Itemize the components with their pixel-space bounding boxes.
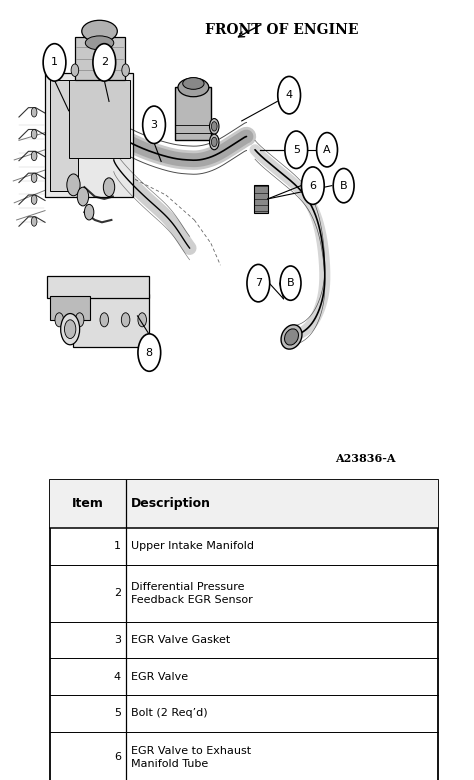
Ellipse shape — [85, 36, 114, 50]
Text: 2: 2 — [114, 588, 121, 598]
Text: A: A — [323, 145, 331, 154]
Circle shape — [100, 313, 109, 327]
Text: 4: 4 — [114, 672, 121, 682]
Text: 3: 3 — [151, 120, 157, 129]
Text: 1: 1 — [114, 541, 121, 551]
Text: 3: 3 — [114, 635, 121, 645]
FancyBboxPatch shape — [175, 87, 211, 140]
Circle shape — [71, 64, 79, 76]
Circle shape — [77, 187, 89, 206]
FancyBboxPatch shape — [50, 296, 90, 320]
FancyBboxPatch shape — [50, 480, 438, 528]
Circle shape — [138, 334, 161, 371]
Text: FRONT OF ENGINE: FRONT OF ENGINE — [205, 23, 359, 37]
FancyBboxPatch shape — [45, 73, 133, 197]
Ellipse shape — [281, 324, 302, 349]
Circle shape — [143, 106, 165, 144]
Circle shape — [211, 137, 217, 147]
Circle shape — [75, 313, 84, 327]
Circle shape — [43, 44, 66, 81]
Ellipse shape — [82, 20, 117, 42]
Circle shape — [301, 167, 324, 204]
Circle shape — [122, 64, 129, 76]
Circle shape — [280, 266, 301, 300]
Text: 5: 5 — [293, 145, 300, 154]
Circle shape — [31, 195, 37, 204]
Circle shape — [211, 122, 217, 131]
Text: 6: 6 — [114, 753, 121, 762]
FancyBboxPatch shape — [0, 0, 474, 464]
Ellipse shape — [284, 329, 299, 345]
Text: Item: Item — [72, 498, 104, 510]
Circle shape — [61, 314, 80, 345]
FancyBboxPatch shape — [50, 80, 78, 191]
Text: 1: 1 — [51, 58, 58, 67]
Circle shape — [333, 168, 354, 203]
Text: 4: 4 — [285, 90, 293, 100]
Text: Upper Intake Manifold: Upper Intake Manifold — [131, 541, 254, 551]
Text: EGR Valve: EGR Valve — [131, 672, 188, 682]
Circle shape — [121, 313, 130, 327]
Circle shape — [93, 44, 116, 81]
Circle shape — [210, 134, 219, 150]
Circle shape — [247, 264, 270, 302]
FancyBboxPatch shape — [69, 80, 130, 158]
Circle shape — [67, 174, 80, 196]
Text: A23836-A: A23836-A — [335, 453, 396, 464]
Circle shape — [31, 129, 37, 139]
Circle shape — [31, 108, 37, 117]
FancyBboxPatch shape — [75, 37, 125, 80]
Text: B: B — [340, 181, 347, 190]
FancyBboxPatch shape — [50, 480, 438, 780]
FancyBboxPatch shape — [47, 276, 149, 298]
Text: 8: 8 — [146, 348, 153, 357]
Circle shape — [285, 131, 308, 168]
FancyBboxPatch shape — [254, 185, 268, 213]
Text: EGR Valve Gasket: EGR Valve Gasket — [131, 635, 230, 645]
Text: 7: 7 — [255, 278, 262, 288]
Text: Description: Description — [131, 498, 211, 510]
Text: 6: 6 — [310, 181, 316, 190]
Circle shape — [138, 313, 146, 327]
Text: Bolt (2 Req’d): Bolt (2 Req’d) — [131, 708, 208, 718]
Circle shape — [31, 173, 37, 183]
Circle shape — [55, 313, 64, 327]
Text: 2: 2 — [100, 58, 108, 67]
Circle shape — [317, 133, 337, 167]
Ellipse shape — [182, 78, 204, 90]
FancyBboxPatch shape — [73, 294, 149, 347]
Circle shape — [103, 178, 115, 197]
Ellipse shape — [178, 78, 209, 97]
Circle shape — [31, 151, 37, 161]
Text: Differential Pressure
Feedback EGR Sensor: Differential Pressure Feedback EGR Senso… — [131, 582, 253, 604]
Circle shape — [84, 204, 94, 220]
Text: EGR Valve to Exhaust
Manifold Tube: EGR Valve to Exhaust Manifold Tube — [131, 746, 251, 769]
Circle shape — [278, 76, 301, 114]
Text: B: B — [287, 278, 294, 288]
Circle shape — [64, 320, 76, 339]
Text: 5: 5 — [114, 708, 121, 718]
Circle shape — [31, 217, 37, 226]
Circle shape — [210, 119, 219, 134]
